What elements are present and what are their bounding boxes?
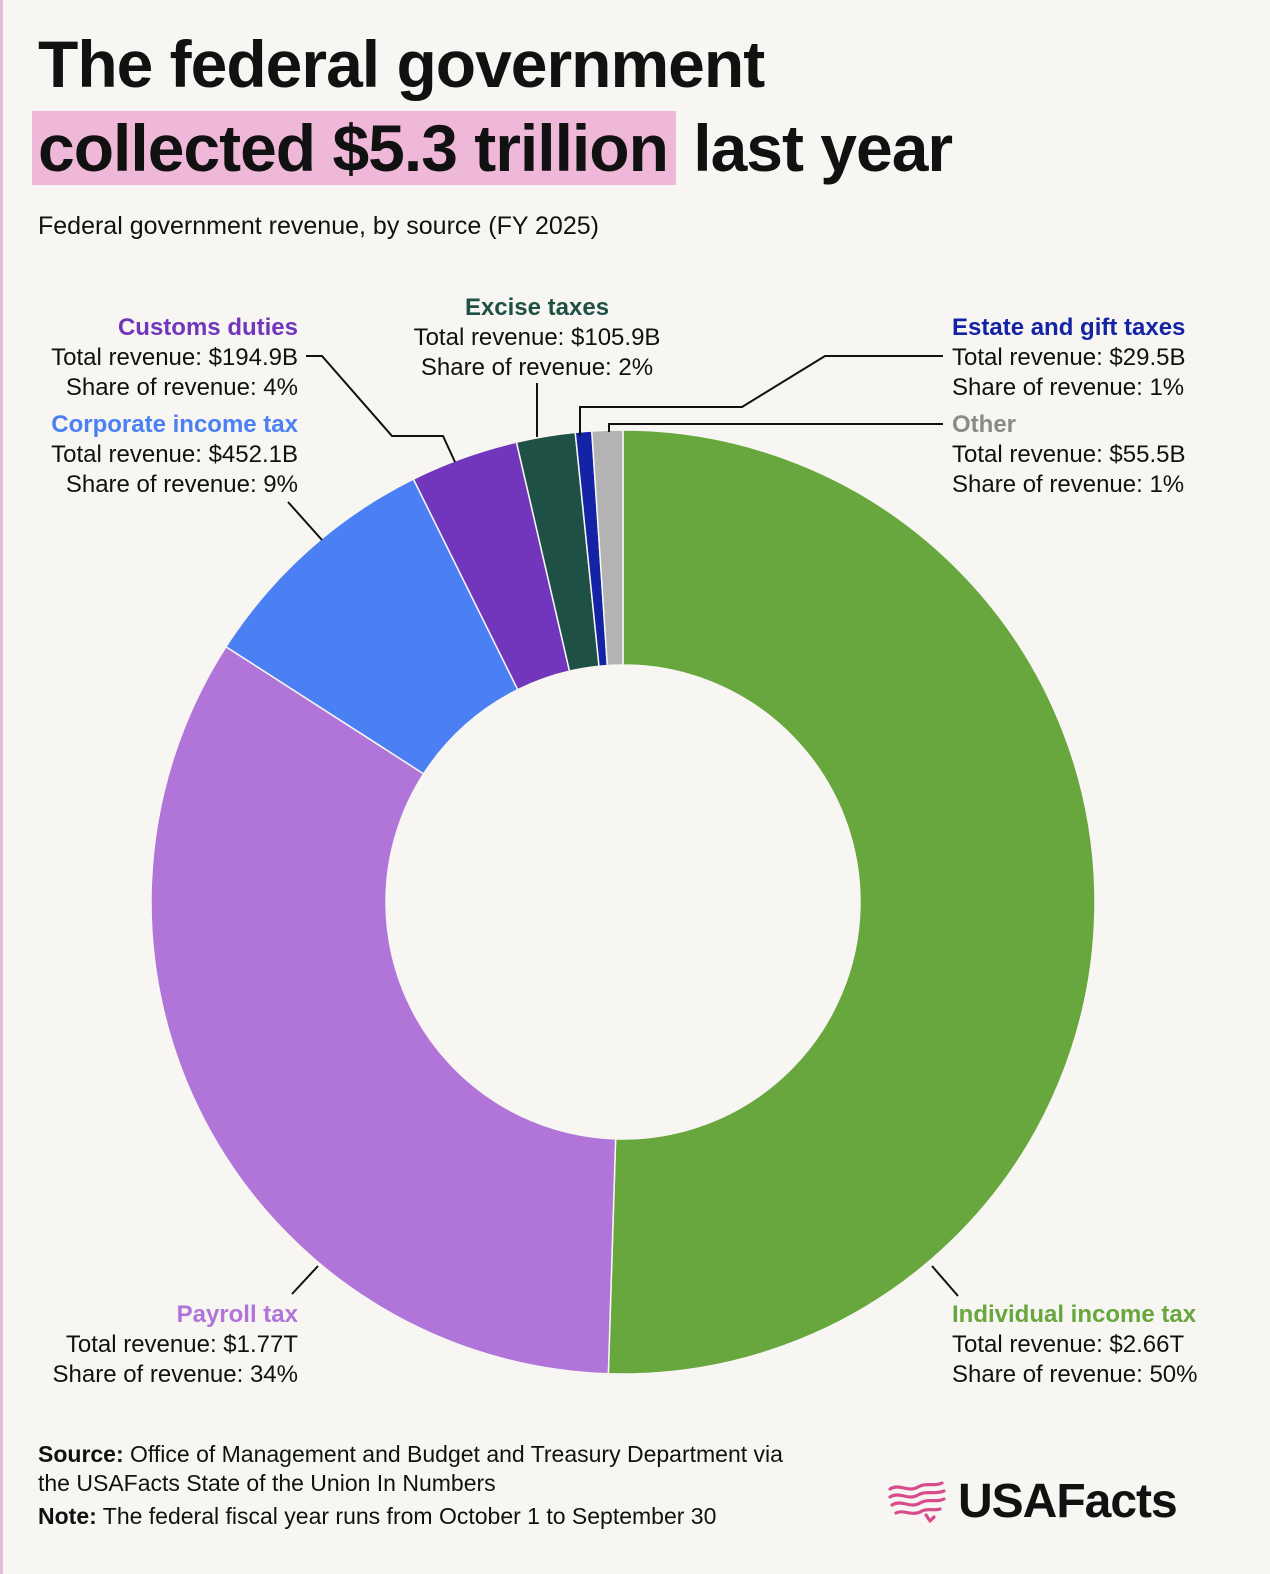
leader-line-individual	[931, 1265, 959, 1297]
label-name: Other	[952, 411, 1016, 438]
label-share: Share of revenue: 50%	[952, 1361, 1198, 1388]
source-line: Source: Office of Management and Budget …	[38, 1440, 818, 1498]
label-share: Share of revenue: 9%	[66, 471, 298, 498]
label-revenue: Total revenue: $194.9B	[51, 344, 298, 371]
note-line: Note: The federal fiscal year runs from …	[38, 1502, 818, 1531]
slice-other	[590, 429, 624, 667]
note-text: The federal fiscal year runs from Octobe…	[102, 1503, 717, 1529]
label-share: Share of revenue: 4%	[66, 374, 298, 401]
label-share: Share of revenue: 2%	[421, 354, 653, 381]
label-revenue: Total revenue: $1.77T	[66, 1331, 298, 1358]
label-payroll-tax: Payroll tax Total revenue: $1.77T Share of…	[53, 1301, 299, 1388]
brand-name: USAFacts	[958, 1475, 1178, 1528]
slice-corporate-income-tax	[224, 478, 519, 775]
slice-labels: Individual income tax Total revenue: $2.6…	[51, 294, 1197, 1388]
label-revenue: Total revenue: $452.1B	[51, 441, 298, 468]
title-highlight: collected $5.3 trillion	[32, 111, 676, 185]
title-rest: last year	[693, 111, 953, 185]
label-customs-duties: Customs duties Total revenue: $194.9B Shar…	[51, 314, 298, 401]
chart-subtitle: Federal government revenue, by source (F…	[38, 212, 599, 240]
leader-line-corporate	[287, 501, 323, 541]
donut-chart: Individual income tax Total revenue: $2.6…	[51, 294, 1197, 1388]
brand-logo: USAFacts	[886, 1474, 1178, 1529]
label-name: Corporate income tax	[51, 411, 298, 438]
label-revenue: Total revenue: $55.5B	[952, 441, 1186, 468]
label-revenue: Total revenue: $29.5B	[952, 344, 1186, 371]
left-accent-rule	[0, 0, 3, 1574]
footer: Source: Office of Management and Budget …	[38, 1440, 818, 1531]
source-text: Office of Management and Budget and Trea…	[38, 1441, 783, 1496]
label-estate-and-gift-taxes: Estate and gift taxes Total revenue: $29.…	[952, 314, 1186, 401]
label-name: Individual income tax	[952, 1301, 1197, 1328]
slice-payroll-tax	[150, 645, 617, 1375]
leader-lines	[287, 355, 959, 1297]
source-label: Source:	[38, 1441, 124, 1467]
label-revenue: Total revenue: $105.9B	[414, 324, 661, 351]
title-line-1: The federal government	[38, 27, 765, 101]
label-individual-income-tax: Individual income tax Total revenue: $2.6…	[952, 1301, 1198, 1388]
label-share: Share of revenue: 34%	[53, 1361, 299, 1388]
donut-slices	[150, 429, 1096, 1375]
label-other: Other Total revenue: $55.5B Share of reven…	[952, 411, 1186, 498]
label-name: Payroll tax	[177, 1301, 299, 1328]
label-name: Customs duties	[118, 314, 298, 341]
leader-line-estate	[579, 355, 943, 436]
label-corporate-income-tax: Corporate income tax Total revenue: $452.…	[51, 411, 298, 498]
leader-line-payroll	[291, 1265, 319, 1295]
leader-line-customs	[306, 355, 456, 463]
title-line-2: collected $5.3 trillion last year	[32, 106, 953, 190]
label-share: Share of revenue: 1%	[952, 374, 1184, 401]
label-excise-taxes: Excise taxes Total revenue: $105.9B Share …	[414, 294, 661, 381]
slice-individual-income-tax	[607, 429, 1096, 1375]
usafacts-flag-icon	[888, 1480, 946, 1523]
leader-line-other	[608, 423, 943, 432]
label-share: Share of revenue: 1%	[952, 471, 1184, 498]
label-name: Estate and gift taxes	[952, 314, 1185, 341]
label-name: Excise taxes	[465, 294, 609, 321]
note-label: Note:	[38, 1503, 97, 1529]
label-revenue: Total revenue: $2.66T	[952, 1331, 1184, 1358]
page-title: The federal government collected $5.3 tr…	[32, 22, 953, 190]
